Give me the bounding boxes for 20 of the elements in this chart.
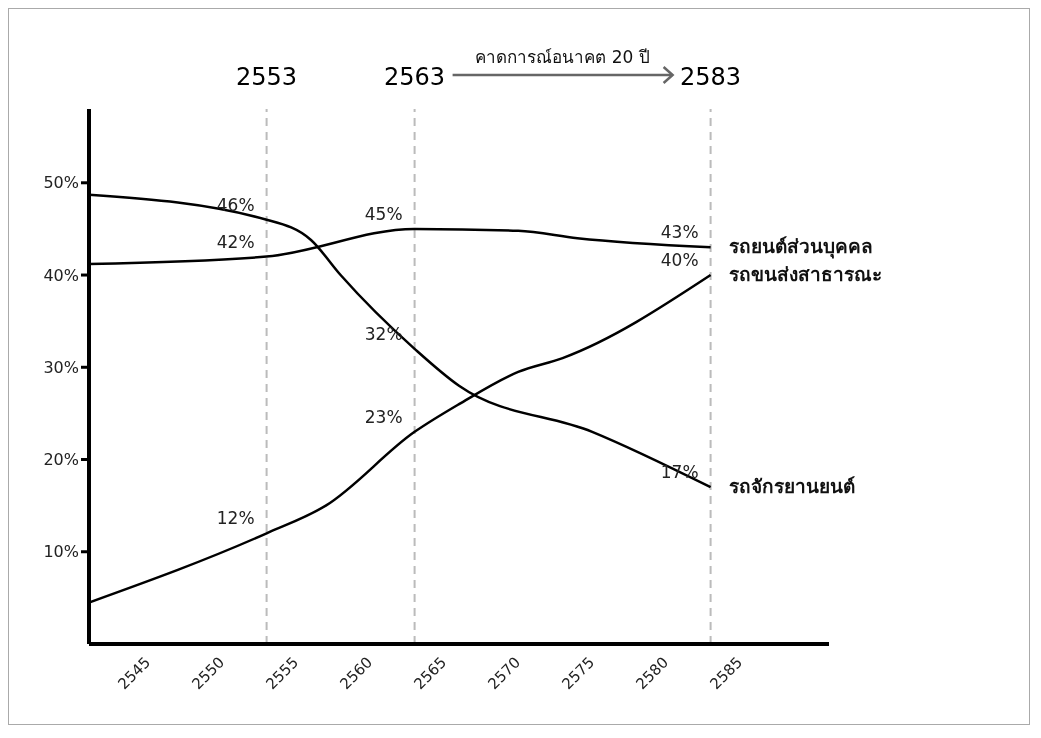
data-label: 40%	[660, 250, 699, 271]
series-label: รถขนส่งสาธารณะ	[728, 263, 882, 286]
data-label: 32%	[364, 323, 403, 344]
series-label: รถยนต์ส่วนบุคคล	[728, 235, 873, 260]
ref-line-label: 2563	[384, 63, 446, 91]
data-label: 45%	[364, 203, 403, 224]
y-tick-label: 10%	[43, 542, 79, 562]
data-label: 43%	[660, 222, 699, 243]
y-tick-label: 40%	[43, 265, 79, 285]
data-label: 23%	[364, 406, 403, 427]
ref-line-label: 2553	[236, 63, 298, 91]
data-label: 46%	[216, 194, 255, 215]
series-label: รถจักรยานยนต์	[728, 475, 855, 498]
data-label: 12%	[216, 508, 255, 529]
y-tick-label: 30%	[43, 357, 79, 377]
data-label: 42%	[216, 231, 255, 252]
text: คาดการณ์อนาคต 20 ปี	[475, 47, 650, 67]
ref-line-label: 2583	[680, 63, 742, 91]
y-tick-label: 20%	[43, 450, 79, 470]
y-tick-label: 50%	[43, 173, 79, 193]
